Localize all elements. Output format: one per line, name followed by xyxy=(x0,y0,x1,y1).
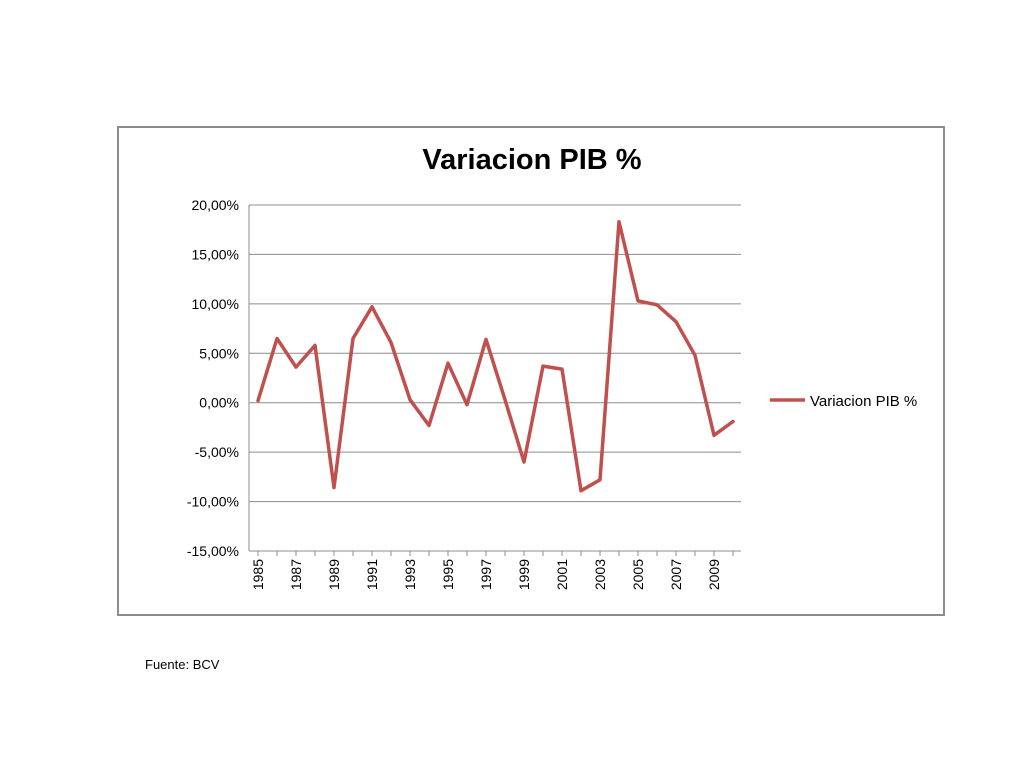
data-point xyxy=(294,365,298,369)
x-tick-label: 1991 xyxy=(364,559,380,590)
data-point xyxy=(332,486,336,490)
data-point xyxy=(731,419,735,423)
x-tick-label: 2003 xyxy=(592,559,608,590)
data-point xyxy=(712,433,716,437)
y-tick-label: -15,00% xyxy=(187,543,239,559)
data-point xyxy=(389,340,393,344)
data-point xyxy=(636,299,640,303)
data-point xyxy=(427,423,431,427)
data-point xyxy=(370,305,374,309)
chart-frame xyxy=(117,126,945,616)
y-tick-label: 0,00% xyxy=(199,395,239,411)
data-point xyxy=(579,489,583,493)
data-point xyxy=(560,367,564,371)
x-tick-label: 1989 xyxy=(326,559,342,590)
data-point xyxy=(617,220,621,224)
data-point xyxy=(655,303,659,307)
legend-label: Variacion PIB % xyxy=(810,393,917,410)
x-tick-label: 1997 xyxy=(478,559,494,590)
data-point xyxy=(313,343,317,347)
data-point xyxy=(598,478,602,482)
y-tick-label: 5,00% xyxy=(199,345,239,361)
data-point xyxy=(408,398,412,402)
data-point xyxy=(446,361,450,365)
x-tick-label: 2009 xyxy=(706,559,722,590)
y-tick-label: 10,00% xyxy=(192,296,239,312)
y-tick-label: 20,00% xyxy=(192,197,239,213)
x-tick-label: 1987 xyxy=(288,559,304,590)
data-point xyxy=(522,460,526,464)
data-point xyxy=(541,364,545,368)
series-line xyxy=(256,220,735,493)
chart-title: Variacion PIB % xyxy=(422,144,642,176)
x-tick-label: 1985 xyxy=(250,559,266,590)
x-tick-label: 1999 xyxy=(516,559,532,590)
data-point xyxy=(256,399,260,403)
data-point xyxy=(484,337,488,341)
data-point xyxy=(693,353,697,357)
y-tick-label: 15,00% xyxy=(192,246,239,262)
source-note: Fuente: BCV xyxy=(145,657,220,672)
x-tick-label: 2007 xyxy=(668,559,684,590)
y-tick-label: -10,00% xyxy=(187,494,239,510)
data-point xyxy=(351,336,355,340)
data-point xyxy=(275,336,279,340)
data-point xyxy=(465,403,469,407)
data-point xyxy=(503,398,507,402)
x-tick-label: 1993 xyxy=(402,559,418,590)
x-tick-label: 2001 xyxy=(554,559,570,590)
x-tick-label: 2005 xyxy=(630,559,646,590)
y-tick-label: -5,00% xyxy=(195,444,239,460)
x-tick-label: 1995 xyxy=(440,559,456,590)
data-point xyxy=(674,320,678,324)
